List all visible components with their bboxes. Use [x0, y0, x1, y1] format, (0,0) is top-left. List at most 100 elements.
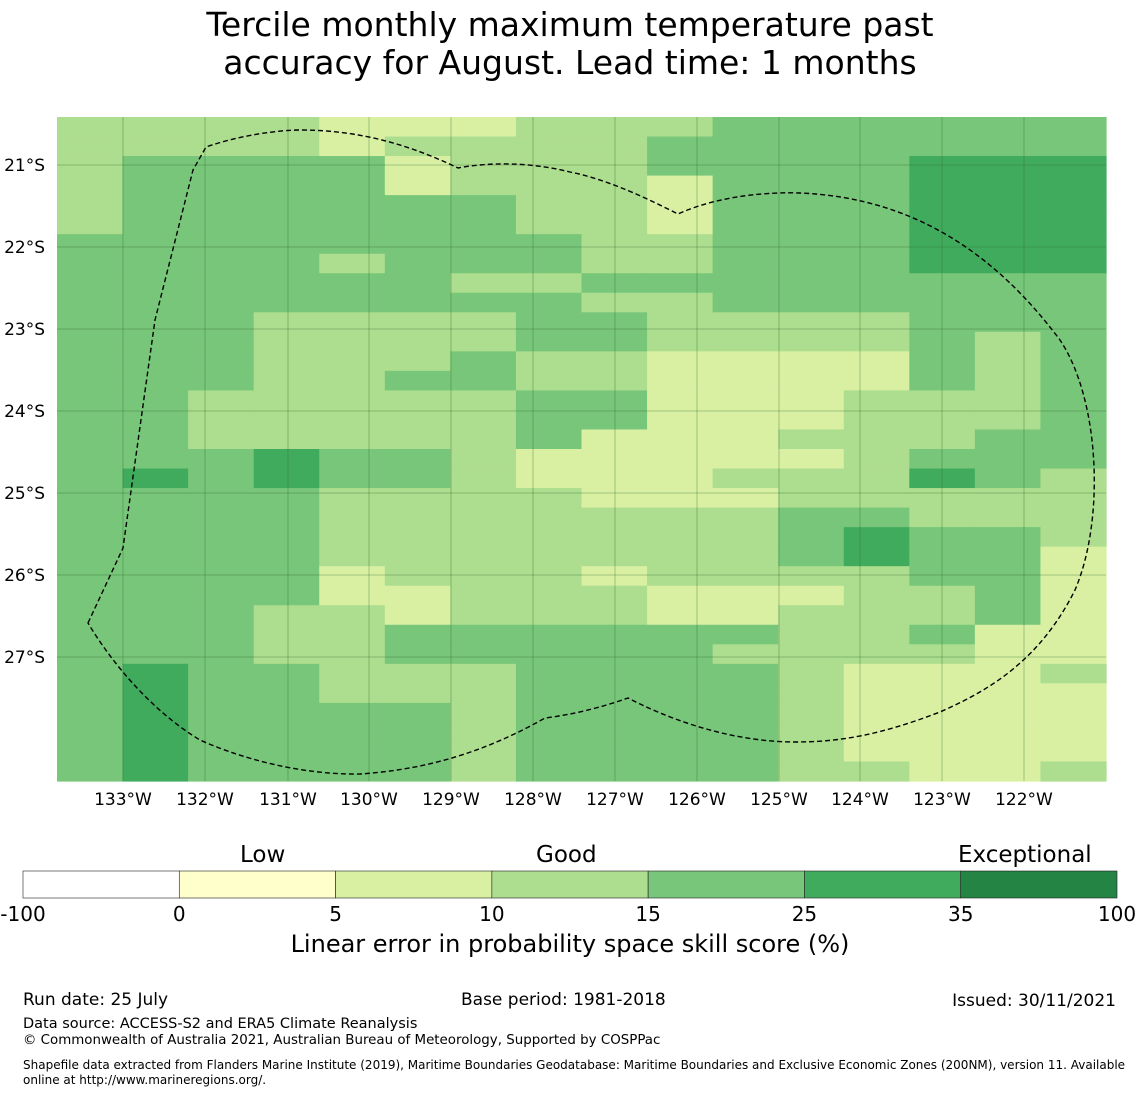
skill-cell	[57, 761, 124, 782]
skill-cell	[843, 370, 910, 392]
skill-cell	[122, 741, 189, 763]
skill-cell	[778, 644, 845, 665]
skill-cell	[384, 331, 451, 352]
longitude-label: 123°W	[913, 790, 971, 810]
skill-cell	[581, 605, 648, 626]
skill-cell	[188, 409, 255, 431]
colorbar-segment	[804, 870, 962, 899]
skill-cell	[253, 117, 320, 138]
skill-cell	[253, 292, 320, 313]
skill-cell	[974, 292, 1042, 313]
skill-cell	[384, 722, 451, 743]
skill-cell	[843, 566, 910, 587]
skill-cell	[647, 683, 714, 704]
skill-cell	[319, 683, 386, 704]
skill-cell	[974, 507, 1042, 528]
skill-cell	[384, 585, 451, 606]
skill-cell	[778, 702, 845, 724]
skill-cell	[450, 409, 517, 431]
skill-cell	[712, 214, 779, 235]
skill-cell	[843, 488, 910, 509]
skill-cell	[1040, 585, 1107, 606]
skill-cell	[122, 351, 189, 372]
skill-cell	[122, 117, 189, 138]
skill-cell	[384, 312, 451, 333]
skill-cell	[778, 136, 845, 157]
latitude-label: 21°S	[4, 156, 45, 176]
skill-cell	[450, 507, 517, 528]
skill-cell	[647, 292, 714, 313]
skill-cell	[909, 234, 976, 255]
skill-cell	[1040, 566, 1107, 587]
longitude-label: 122°W	[995, 790, 1053, 810]
skill-cell	[909, 292, 976, 313]
skill-cell	[450, 644, 517, 665]
skill-cell	[1040, 761, 1107, 782]
skill-cell	[778, 468, 845, 489]
skill-cell	[319, 214, 386, 235]
skill-cell	[974, 351, 1042, 372]
skill-cell	[581, 761, 648, 782]
skill-cell	[319, 351, 386, 372]
skill-cell	[384, 527, 451, 548]
skill-cell	[778, 546, 845, 567]
skill-cell	[450, 195, 517, 216]
skill-cell	[450, 117, 517, 138]
skill-cell	[515, 312, 583, 333]
colorbar	[22, 870, 1118, 899]
skill-cell	[909, 273, 976, 294]
skill-cell	[515, 214, 583, 235]
skill-cell	[974, 663, 1042, 684]
skill-cell	[712, 449, 779, 470]
skill-cell	[1040, 468, 1107, 489]
skill-cell	[450, 527, 517, 548]
skill-cell	[974, 644, 1042, 665]
skill-map: 21°S22°S23°S24°S25°S26°S27°S 133°W 132°W 1…	[4, 117, 1107, 810]
skill-cell	[843, 312, 910, 333]
skill-cell	[1040, 136, 1107, 157]
skill-cell	[319, 527, 386, 548]
skill-cell	[581, 409, 648, 431]
skill-cell	[384, 449, 451, 470]
skill-cell	[843, 761, 910, 782]
skill-cell	[581, 156, 648, 177]
skill-cell	[319, 644, 386, 665]
skill-cell	[1040, 741, 1107, 763]
skill-cell	[712, 390, 779, 411]
eez-boundary	[87, 129, 1095, 775]
skill-cell	[253, 312, 320, 333]
skill-cell	[515, 136, 583, 157]
skill-cell	[1040, 351, 1107, 372]
skill-cell	[647, 449, 714, 470]
skill-cell	[188, 644, 255, 665]
colorbar-label: Linear error in probability space skill …	[290, 930, 850, 958]
skill-cell	[712, 370, 779, 392]
skill-cell	[450, 663, 517, 684]
skill-cell	[909, 409, 976, 431]
skill-cell	[319, 273, 386, 294]
skill-cell	[1040, 507, 1107, 528]
skill-cell	[450, 429, 517, 450]
skill-cell	[515, 409, 583, 431]
skill-cell	[57, 566, 124, 587]
skill-cell	[450, 292, 517, 313]
skill-cell	[450, 468, 517, 489]
skill-cell	[57, 370, 124, 392]
skill-cell	[450, 390, 517, 411]
skill-cell	[1040, 292, 1107, 313]
skill-cell	[1040, 331, 1107, 352]
longitude-label: 127°W	[586, 790, 644, 810]
skill-cell	[909, 741, 976, 763]
skill-cell	[450, 370, 517, 392]
skill-cell	[712, 702, 779, 724]
skill-cell	[384, 644, 451, 665]
skill-cell	[57, 741, 124, 763]
skill-cell	[909, 370, 976, 392]
skill-cell	[974, 722, 1042, 743]
skill-cell	[712, 156, 779, 177]
colorbar-tick-label: -100	[0, 902, 46, 926]
skill-cell	[253, 585, 320, 606]
skill-cell	[57, 605, 124, 626]
skill-cell	[581, 273, 648, 294]
skill-cell	[384, 507, 451, 528]
